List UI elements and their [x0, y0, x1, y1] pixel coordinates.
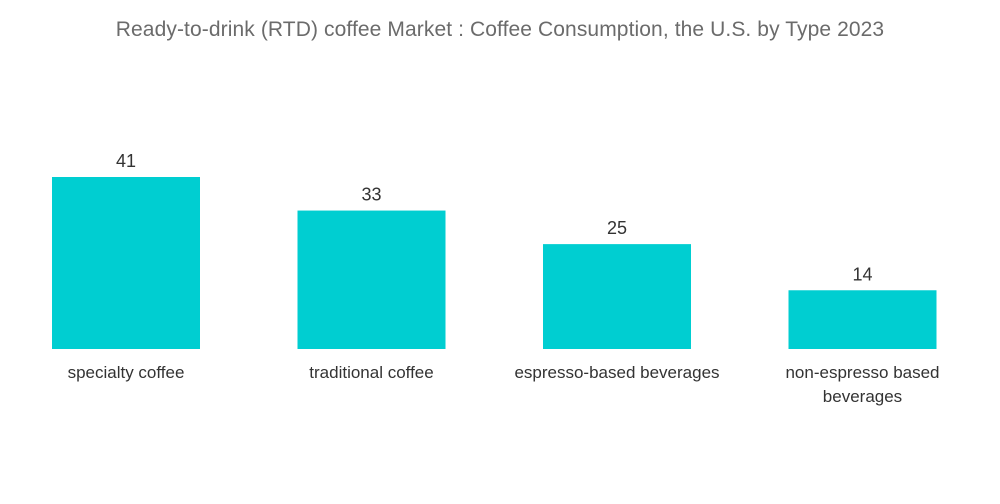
- value-label-traditional-coffee: 33: [361, 185, 381, 205]
- bar-traditional-coffee: [297, 210, 446, 349]
- category-label-specialty-coffee: specialty coffee: [68, 363, 185, 382]
- value-labels-group: 41 33 25 14: [116, 151, 873, 284]
- category-label-line: specialty coffee: [68, 363, 185, 382]
- category-label-traditional-coffee: traditional coffee: [309, 363, 433, 382]
- category-label-line: espresso-based beverages: [514, 363, 719, 382]
- bar-specialty-coffee: [52, 177, 200, 349]
- value-label-non-espresso-based-beverages: 14: [852, 264, 872, 284]
- bar-espresso-based-beverages: [543, 244, 691, 349]
- category-labels-group: specialty coffee traditional coffee espres…: [68, 363, 940, 406]
- value-label-espresso-based-beverages: 25: [607, 218, 627, 238]
- category-label-line: beverages: [823, 387, 902, 406]
- category-label-line: non-espresso based: [785, 363, 939, 382]
- category-label-line: traditional coffee: [309, 363, 433, 382]
- bar-non-espresso-based-beverages: [788, 290, 937, 349]
- chart-title: Ready-to-drink (RTD) coffee Market : Cof…: [115, 18, 885, 41]
- value-label-specialty-coffee: 41: [116, 151, 136, 171]
- category-label-espresso-based-beverages: espresso-based beverages: [514, 363, 719, 382]
- bars-group: [52, 177, 937, 349]
- category-label-non-espresso-based-beverages: non-espresso based beverages: [785, 363, 939, 406]
